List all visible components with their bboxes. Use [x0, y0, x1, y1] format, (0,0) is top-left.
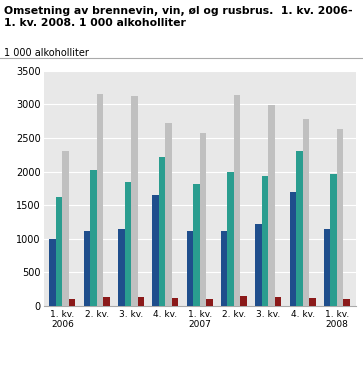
- Bar: [90, 170, 97, 306]
- Bar: [159, 157, 165, 306]
- Text: Omsetning av brennevin, vin, øl og rusbrus.  1. kv. 2006-
1. kv. 2008. 1 000 alk: Omsetning av brennevin, vin, øl og rusbr…: [4, 6, 352, 28]
- Bar: [255, 224, 262, 306]
- Text: 1 000 alkoholliter: 1 000 alkoholliter: [4, 48, 89, 58]
- Bar: [118, 229, 125, 306]
- Bar: [303, 119, 309, 306]
- Bar: [262, 176, 268, 306]
- Bar: [84, 231, 90, 306]
- Bar: [125, 182, 131, 306]
- Bar: [187, 231, 193, 306]
- Bar: [62, 151, 69, 306]
- Bar: [200, 133, 206, 306]
- Bar: [131, 96, 138, 306]
- Bar: [172, 298, 178, 306]
- Bar: [97, 94, 103, 306]
- Bar: [152, 195, 159, 306]
- Bar: [290, 192, 296, 306]
- Bar: [275, 297, 281, 306]
- Bar: [69, 299, 76, 306]
- Bar: [324, 229, 330, 306]
- Bar: [343, 299, 350, 306]
- Bar: [337, 129, 343, 306]
- Bar: [268, 105, 275, 306]
- Bar: [193, 184, 200, 306]
- Bar: [56, 197, 62, 306]
- Bar: [103, 297, 110, 306]
- Bar: [309, 298, 315, 306]
- Bar: [165, 123, 172, 306]
- Bar: [330, 173, 337, 306]
- Bar: [240, 296, 247, 306]
- Bar: [221, 231, 228, 306]
- Bar: [49, 239, 56, 306]
- Bar: [228, 172, 234, 306]
- Bar: [296, 151, 303, 306]
- Bar: [234, 95, 240, 306]
- Bar: [138, 297, 144, 306]
- Bar: [206, 299, 213, 306]
